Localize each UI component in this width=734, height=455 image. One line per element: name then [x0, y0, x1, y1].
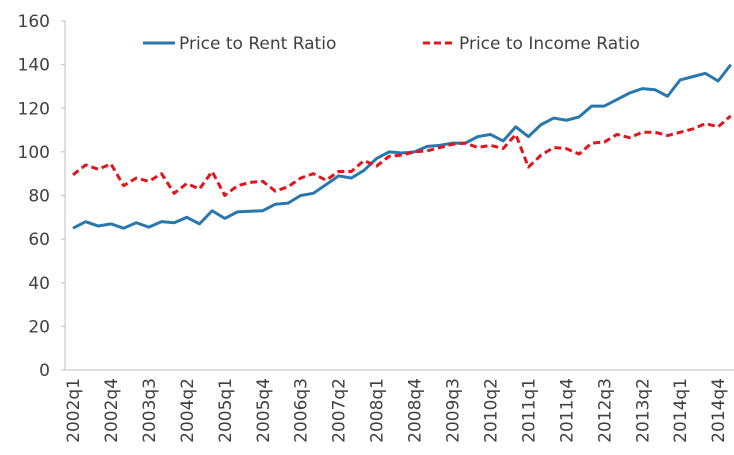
x-tick-label: 2011q4: [557, 378, 577, 443]
x-tick-label: 2014q4: [709, 378, 729, 443]
y-tick-label: 20: [28, 317, 50, 337]
y-tick-label: 40: [28, 274, 50, 294]
y-tick-label: 0: [39, 361, 50, 381]
x-tick-label: 2010q2: [481, 378, 501, 443]
y-tick-label: 80: [28, 187, 50, 207]
x-tick-label: 2014q1: [671, 378, 691, 443]
x-tick-label: 2006q3: [292, 378, 312, 443]
x-tick-label: 2008q1: [368, 378, 388, 443]
legend-label: Price to Rent Ratio: [179, 34, 336, 54]
legend-label: Price to Income Ratio: [459, 34, 640, 54]
x-tick-label: 2011q1: [519, 378, 539, 443]
x-tick-label: 2009q3: [444, 378, 464, 443]
y-tick-label: 140: [18, 56, 50, 76]
x-tick-label: 2012q3: [595, 378, 615, 443]
y-tick-label: 120: [18, 99, 50, 119]
x-tick-label: 2002q4: [102, 378, 122, 443]
x-tick-label: 2005q1: [216, 378, 236, 443]
y-tick-label: 100: [18, 143, 50, 163]
y-tick-label: 160: [18, 12, 50, 32]
x-tick-label: 2007q2: [330, 378, 350, 443]
x-tick-label: 2004q2: [178, 378, 198, 443]
series-line: [72, 63, 732, 230]
x-tick-label: 2003q3: [140, 378, 160, 443]
x-tick-label: 2013q2: [633, 378, 653, 443]
x-tick-label: 2002q1: [64, 378, 84, 443]
x-tick-label: 2005q4: [254, 378, 274, 443]
series-line: [72, 114, 732, 197]
y-tick-label: 60: [28, 230, 50, 250]
x-tick-label: 2008q4: [406, 378, 426, 443]
